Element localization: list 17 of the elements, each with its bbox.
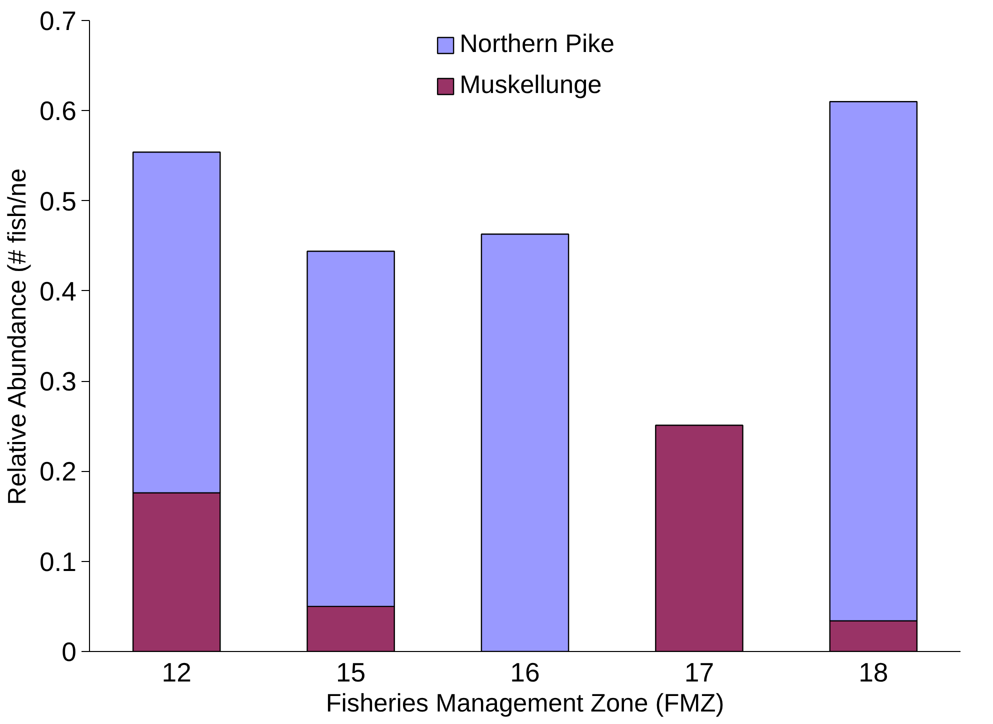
- y-tick-label: 0.2: [39, 456, 77, 487]
- y-tick-label: 0: [62, 637, 77, 667]
- legend-label: Northern Pike: [460, 30, 614, 59]
- x-tick-label: 18: [858, 658, 888, 688]
- y-tick-label: 0.6: [39, 96, 77, 126]
- x-tick-label: 12: [162, 658, 192, 688]
- x-tick-label: 15: [336, 658, 366, 688]
- legend-label: Muskellunge: [460, 71, 602, 100]
- x-tick-label: 17: [684, 658, 714, 688]
- y-tick-label: 0.4: [39, 276, 77, 306]
- y-tick-label: 0.5: [39, 186, 77, 216]
- y-tick-label: 0.3: [39, 366, 77, 397]
- y-tick-label: 0.7: [39, 6, 77, 36]
- x-tick-label: 16: [510, 658, 540, 688]
- y-tick-label: 0.1: [39, 546, 77, 577]
- x-axis-title: Fisheries Management Zone (FMZ): [326, 690, 724, 718]
- y-axis-title: Relative Abundance (# fish/ne: [3, 168, 32, 505]
